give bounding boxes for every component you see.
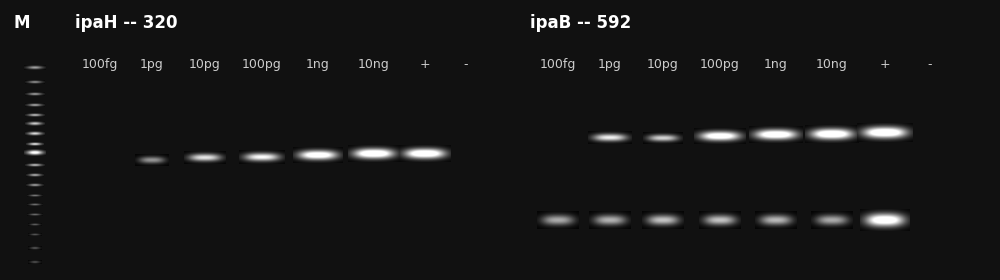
Text: 100fg: 100fg	[82, 58, 118, 71]
Text: 100pg: 100pg	[242, 58, 282, 71]
Text: 1ng: 1ng	[764, 58, 788, 71]
Text: ipaH -- 320: ipaH -- 320	[75, 14, 178, 32]
Text: +: +	[880, 58, 890, 71]
Text: 1ng: 1ng	[306, 58, 330, 71]
Text: M: M	[14, 14, 30, 32]
Text: -: -	[928, 58, 932, 71]
Text: 1pg: 1pg	[598, 58, 622, 71]
Text: -: -	[464, 58, 468, 71]
Text: +: +	[420, 58, 430, 71]
Text: 10pg: 10pg	[647, 58, 679, 71]
Text: 10ng: 10ng	[358, 58, 390, 71]
Text: 10pg: 10pg	[189, 58, 221, 71]
Text: 10ng: 10ng	[816, 58, 848, 71]
Text: 1pg: 1pg	[140, 58, 164, 71]
Text: 100fg: 100fg	[540, 58, 576, 71]
Text: 100pg: 100pg	[700, 58, 740, 71]
Text: ipaB -- 592: ipaB -- 592	[530, 14, 631, 32]
